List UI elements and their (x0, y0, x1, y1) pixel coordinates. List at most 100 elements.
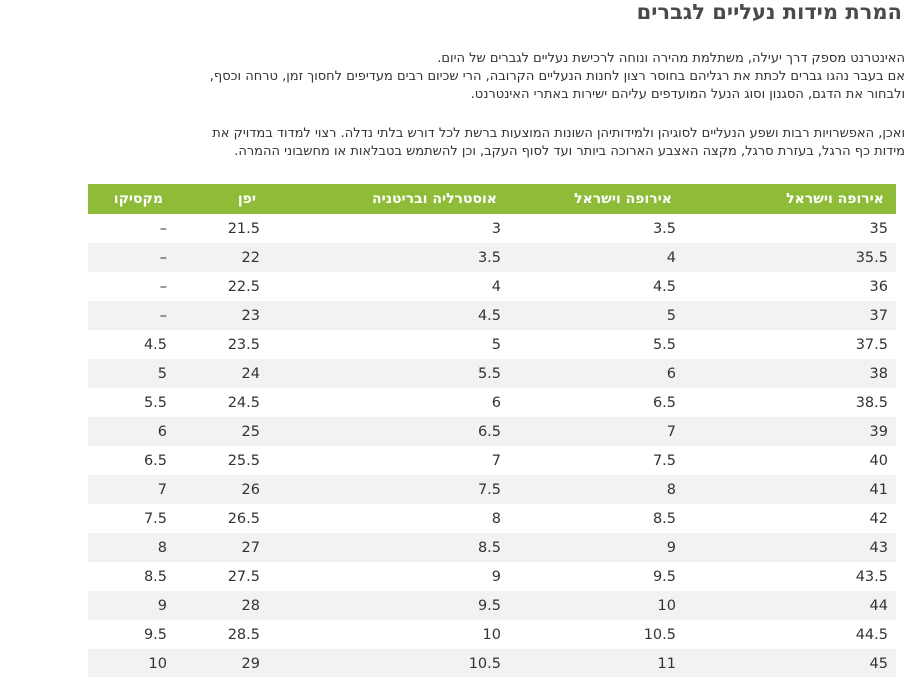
table-row: 44.5 10.5 10 28.5 9.5 (88, 620, 896, 649)
table-row: 43 9 8.5 27 8 (88, 533, 896, 562)
cell-japan: 24.5 (175, 388, 268, 417)
column-header-japan: יפן (175, 184, 268, 214)
cell-mexico: 8.5 (88, 562, 175, 591)
cell-australia-uk: 9.5 (268, 591, 509, 620)
cell-europe-israel: 39 (684, 417, 896, 446)
cell-australia-uk: 3.5 (268, 243, 509, 272)
table-row: 37.5 5.5 5 23.5 4.5 (88, 330, 896, 359)
cell-mexico: – (88, 243, 175, 272)
cell-mexico: 5 (88, 359, 175, 388)
table-row: 38.5 6.5 6 24.5 5.5 (88, 388, 896, 417)
table-row: 45 11 10.5 29 10 (88, 649, 896, 677)
cell-mexico: 10 (88, 649, 175, 677)
cell-australia-uk: 7.5 (268, 475, 509, 504)
cell-australia-uk: 9 (268, 562, 509, 591)
cell-europe-israel: 38 (684, 359, 896, 388)
table-row: 41 8 7.5 26 7 (88, 475, 896, 504)
cell-europe-israel-2: 7 (509, 417, 684, 446)
cell-australia-uk: 4 (268, 272, 509, 301)
cell-mexico: – (88, 272, 175, 301)
cell-japan: 27 (175, 533, 268, 562)
intro-paragraph: האינטרנט מספק דרך יעילה, משתלמת מהירה ונ… (105, 50, 905, 104)
table-body: 35 3.5 3 21.5–35.5 4 3.5 22–36 4.5 4 22.5–37 5 4.5 2… (88, 214, 896, 677)
cell-europe-israel-2: 5 (509, 301, 684, 330)
cell-japan: 21.5 (175, 214, 268, 243)
cell-japan: 25.5 (175, 446, 268, 475)
cell-japan: 28.5 (175, 620, 268, 649)
cell-australia-uk: 10.5 (268, 649, 509, 677)
cell-europe-israel: 45 (684, 649, 896, 677)
cell-europe-israel: 38.5 (684, 388, 896, 417)
cell-europe-israel: 35 (684, 214, 896, 243)
column-header-europe-israel-2: אירופה וישראל (509, 184, 684, 214)
cell-australia-uk: 3 (268, 214, 509, 243)
table-row: 42 8.5 8 26.5 7.5 (88, 504, 896, 533)
cell-europe-israel-2: 8 (509, 475, 684, 504)
cell-australia-uk: 5 (268, 330, 509, 359)
table-row: 37 5 4.5 23– (88, 301, 896, 330)
column-header-australia-uk: אוסטרליה ובריטניה (268, 184, 509, 214)
cell-australia-uk: 8.5 (268, 533, 509, 562)
cell-europe-israel: 35.5 (684, 243, 896, 272)
cell-europe-israel: 40 (684, 446, 896, 475)
table-row: 36 4.5 4 22.5– (88, 272, 896, 301)
table-row: 38 6 5.5 24 5 (88, 359, 896, 388)
cell-europe-israel: 37.5 (684, 330, 896, 359)
cell-europe-israel-2: 7.5 (509, 446, 684, 475)
cell-europe-israel: 43.5 (684, 562, 896, 591)
cell-australia-uk: 6.5 (268, 417, 509, 446)
table-row: 43.5 9.5 9 27.5 8.5 (88, 562, 896, 591)
cell-europe-israel: 43 (684, 533, 896, 562)
column-header-mexico: מקסיקו (88, 184, 175, 214)
cell-australia-uk: 6 (268, 388, 509, 417)
cell-europe-israel-2: 9.5 (509, 562, 684, 591)
table-row: 40 7.5 7 25.5 6.5 (88, 446, 896, 475)
table-row: 39 7 6.5 25 6 (88, 417, 896, 446)
cell-japan: 26.5 (175, 504, 268, 533)
cell-europe-israel-2: 6 (509, 359, 684, 388)
cell-europe-israel-2: 11 (509, 649, 684, 677)
table-header-row: אירופה וישראל אירופה וישראל אוסטרליה ובר… (88, 184, 896, 214)
cell-europe-israel-2: 4 (509, 243, 684, 272)
cell-mexico: 4.5 (88, 330, 175, 359)
column-header-europe-israel: אירופה וישראל (684, 184, 896, 214)
cell-japan: 22.5 (175, 272, 268, 301)
cell-europe-israel-2: 9 (509, 533, 684, 562)
measuring-line: מידות כף הרגל, בעזרת סרגל, מקצה האצבע הא… (234, 144, 905, 159)
cell-mexico: 7 (88, 475, 175, 504)
cell-europe-israel-2: 3.5 (509, 214, 684, 243)
cell-japan: 22 (175, 243, 268, 272)
cell-mexico: 8 (88, 533, 175, 562)
cell-europe-israel: 42 (684, 504, 896, 533)
page-title: המרת מידות נעליים לגברים (636, 0, 902, 24)
measuring-paragraph: ואכן, האפשרויות רבות ושפע הנעליים לסוגיה… (105, 125, 905, 161)
cell-mexico: 7.5 (88, 504, 175, 533)
intro-line: האינטרנט מספק דרך יעילה, משתלמת מהירה ונ… (437, 51, 905, 66)
cell-mexico: 9 (88, 591, 175, 620)
cell-japan: 24 (175, 359, 268, 388)
cell-australia-uk: 10 (268, 620, 509, 649)
cell-japan: 28 (175, 591, 268, 620)
cell-europe-israel: 44.5 (684, 620, 896, 649)
table-row: 44 10 9.5 28 9 (88, 591, 896, 620)
table-row: 35.5 4 3.5 22– (88, 243, 896, 272)
cell-europe-israel-2: 5.5 (509, 330, 684, 359)
cell-japan: 26 (175, 475, 268, 504)
cell-europe-israel-2: 8.5 (509, 504, 684, 533)
cell-europe-israel: 41 (684, 475, 896, 504)
cell-europe-israel-2: 4.5 (509, 272, 684, 301)
cell-europe-israel-2: 6.5 (509, 388, 684, 417)
cell-australia-uk: 7 (268, 446, 509, 475)
cell-japan: 23.5 (175, 330, 268, 359)
measuring-line: ואכן, האפשרויות רבות ושפע הנעליים לסוגיה… (212, 126, 905, 141)
cell-mexico: 5.5 (88, 388, 175, 417)
cell-mexico: – (88, 214, 175, 243)
cell-mexico: 6 (88, 417, 175, 446)
cell-mexico: 9.5 (88, 620, 175, 649)
cell-australia-uk: 4.5 (268, 301, 509, 330)
cell-japan: 27.5 (175, 562, 268, 591)
cell-australia-uk: 5.5 (268, 359, 509, 388)
cell-europe-israel: 44 (684, 591, 896, 620)
cell-japan: 29 (175, 649, 268, 677)
